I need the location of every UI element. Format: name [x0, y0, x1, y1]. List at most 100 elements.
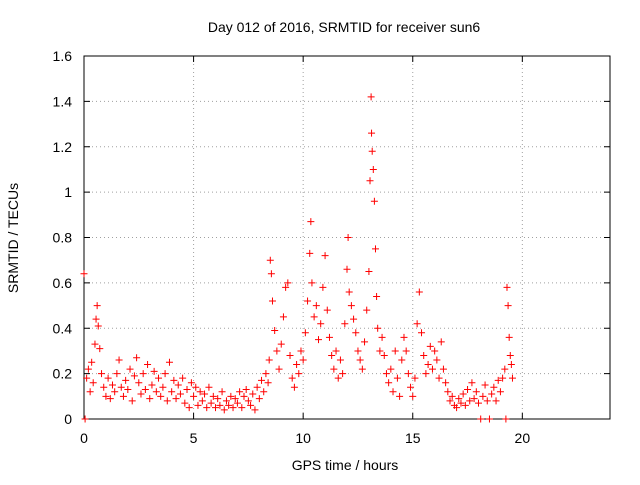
data-point — [433, 356, 441, 364]
data-point — [260, 388, 268, 396]
data-point — [488, 390, 496, 398]
data-point — [288, 374, 296, 382]
data-point — [374, 324, 382, 332]
data-point — [424, 361, 432, 369]
data-point — [398, 356, 406, 364]
data-point — [229, 404, 237, 412]
data-point — [126, 365, 134, 373]
data-point — [479, 392, 487, 400]
data-point — [209, 392, 217, 400]
data-point — [146, 395, 154, 403]
y-tick-label: 0.4 — [53, 320, 73, 336]
data-point — [503, 283, 511, 291]
data-point — [227, 392, 235, 400]
data-point — [198, 397, 206, 405]
data-point — [205, 383, 213, 391]
data-point — [507, 361, 515, 369]
data-point — [124, 386, 132, 394]
data-point — [435, 374, 443, 382]
data-point — [84, 365, 92, 373]
data-point — [402, 347, 410, 355]
data-point — [378, 333, 386, 341]
data-point — [108, 381, 116, 389]
x-tick-label: 0 — [80, 430, 88, 446]
data-point — [139, 370, 147, 378]
data-point — [370, 197, 378, 205]
data-point — [172, 395, 180, 403]
data-point — [475, 399, 482, 407]
data-point — [446, 397, 454, 405]
x-tick-label: 20 — [515, 430, 531, 446]
data-point — [284, 279, 292, 287]
data-point — [192, 383, 200, 391]
data-point — [307, 218, 315, 226]
data-series-sun6 — [80, 93, 516, 423]
data-point — [282, 283, 290, 291]
data-point — [176, 390, 184, 398]
data-point — [279, 313, 287, 321]
data-point — [404, 370, 412, 378]
data-point — [255, 395, 263, 403]
data-point — [93, 302, 101, 310]
data-point — [89, 379, 97, 387]
data-point — [301, 329, 309, 337]
data-point — [117, 383, 125, 391]
data-point — [472, 388, 480, 396]
data-point — [373, 292, 381, 300]
data-point — [137, 390, 145, 398]
data-point — [304, 297, 312, 305]
data-point — [339, 370, 347, 378]
data-point — [128, 397, 136, 405]
data-point — [152, 388, 160, 396]
data-point — [365, 268, 373, 276]
data-point — [290, 383, 298, 391]
y-axis-label: SRMTID / TECUs — [5, 183, 21, 293]
data-point — [183, 386, 191, 394]
data-point — [86, 388, 94, 396]
chart-title: Day 012 of 2016, SRMTID for receiver sun… — [208, 19, 481, 35]
data-point — [170, 376, 178, 384]
grid — [84, 56, 610, 419]
data-point — [222, 397, 230, 405]
data-point — [150, 367, 158, 375]
data-point — [422, 370, 430, 378]
data-point — [459, 390, 467, 398]
data-point — [371, 245, 379, 253]
data-point — [265, 356, 273, 364]
data-point — [382, 370, 390, 378]
data-point — [439, 365, 447, 373]
data-point — [185, 404, 193, 412]
data-point — [428, 365, 436, 373]
data-point — [344, 234, 352, 241]
data-point — [387, 365, 395, 373]
data-point — [266, 256, 274, 264]
data-point — [299, 356, 307, 364]
data-point — [415, 288, 423, 296]
data-point — [345, 288, 353, 296]
data-point — [455, 395, 463, 403]
data-point — [214, 395, 222, 403]
data-point — [218, 388, 226, 396]
y-tick-label: 0.6 — [53, 275, 73, 291]
data-point — [494, 376, 502, 384]
data-point — [130, 372, 138, 380]
data-point — [119, 392, 127, 400]
data-point — [310, 313, 318, 321]
data-point — [115, 356, 123, 364]
data-point — [238, 404, 246, 412]
data-point — [466, 397, 474, 405]
data-point — [155, 374, 163, 382]
data-point — [181, 399, 189, 407]
data-point — [271, 327, 279, 335]
data-point — [457, 399, 465, 407]
data-point — [409, 392, 417, 400]
data-point — [418, 329, 426, 337]
data-point — [168, 388, 176, 396]
data-point — [144, 361, 152, 369]
data-point — [163, 397, 171, 405]
data-point — [496, 388, 504, 396]
data-point — [352, 329, 360, 337]
data-point — [470, 395, 478, 403]
